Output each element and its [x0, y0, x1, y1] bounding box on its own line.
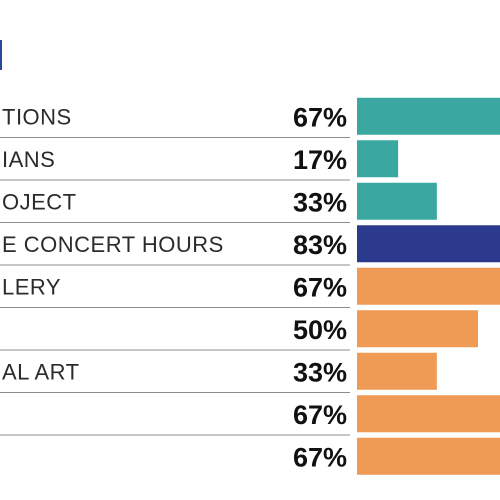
bar	[357, 395, 500, 433]
bar	[357, 437, 500, 475]
value-label: 17%	[293, 145, 347, 175]
value-label: 67%	[293, 442, 347, 472]
value-label: 33%	[293, 357, 347, 387]
value-label: 33%	[293, 187, 347, 217]
bar	[357, 310, 478, 348]
bar	[357, 97, 500, 135]
value-label: 67%	[293, 400, 347, 430]
bar	[357, 182, 437, 220]
value-label: 50%	[293, 315, 347, 345]
bar	[357, 225, 500, 263]
value-label: 67%	[293, 272, 347, 302]
category-label: LERY	[2, 274, 61, 299]
value-label: 83%	[293, 230, 347, 260]
category-label: AL ART	[2, 359, 80, 384]
chart-rows: TIONS 67% IANS 17% OJECT 33% E CONCERT HOURS 83…	[0, 97, 500, 475]
value-label: 67%	[293, 102, 347, 132]
bar	[357, 267, 500, 305]
category-label: IANS	[2, 147, 55, 172]
category-label: OJECT	[2, 189, 77, 214]
bar	[357, 352, 437, 390]
category-label: TIONS	[2, 104, 72, 129]
bar	[357, 140, 399, 178]
category-label: E CONCERT HOURS	[2, 232, 224, 257]
